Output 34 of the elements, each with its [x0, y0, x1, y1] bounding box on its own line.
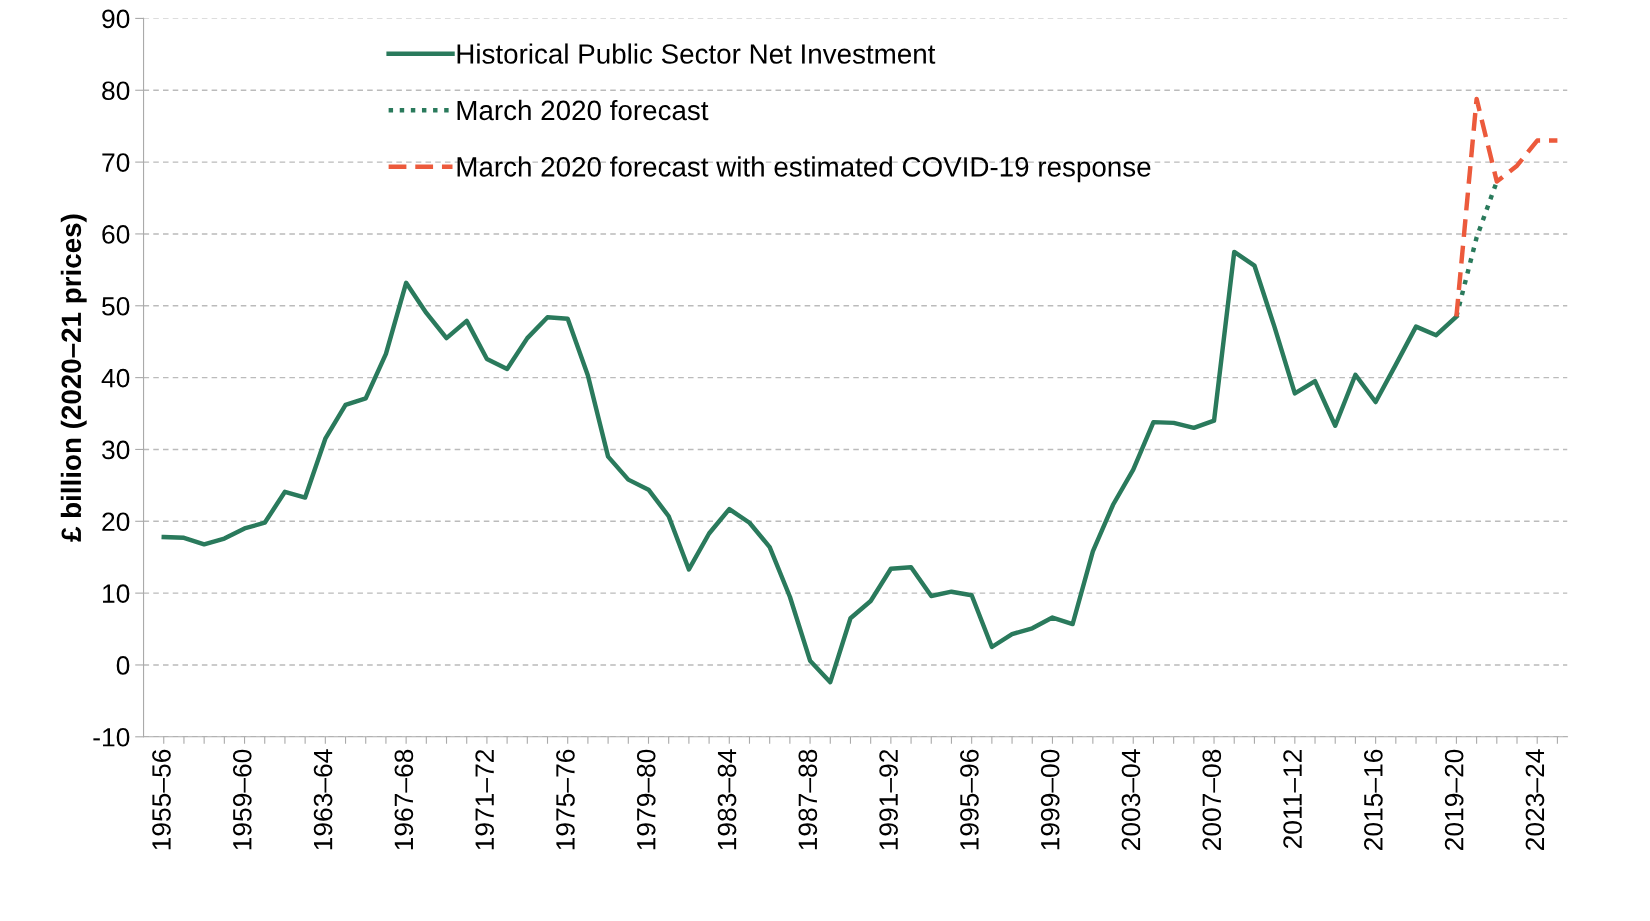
y-tick-label: 20: [102, 512, 130, 532]
y-tick-label: 10: [103, 584, 130, 603]
y-tick-label: 60: [102, 225, 130, 244]
y-axis-title: £ billion (2020–21 prices): [60, 214, 87, 542]
x-tick-label: 1967–68: [394, 749, 414, 850]
x-tick-label: 1995–96: [960, 749, 979, 850]
x-tick-label: 2007–08: [1202, 749, 1222, 850]
x-tick-label: 1955–56: [152, 749, 171, 850]
y-tick-label: 30: [102, 440, 130, 460]
x-tick-label: 1959–60: [232, 749, 252, 850]
line-series: [1454, 96, 1560, 319]
y-tick-label: 70: [102, 153, 130, 172]
x-tick-label: 1979–80: [636, 749, 656, 850]
x-tick-label: 1999–00: [1040, 749, 1060, 850]
y-tick-label: 90: [102, 9, 130, 29]
x-tick-label: 1975–76: [556, 749, 575, 850]
x-tick-label: 1991–92: [879, 749, 898, 850]
y-tick-label: 0: [116, 656, 130, 675]
legend-label: March 2020 forecast: [457, 99, 709, 121]
x-tick-label: 2015–16: [1364, 749, 1383, 850]
y-tick-label: 50: [102, 296, 130, 316]
y-tick-label: 80: [102, 81, 130, 101]
legend-label: March 2020 forecast with estimated COVID-19 response: [457, 156, 1151, 183]
x-tick-label: 1987–88: [798, 749, 818, 850]
y-tick-label: -10: [93, 727, 130, 747]
legend-label: Historical Public Sector Net Investment: [457, 43, 936, 64]
x-tick-label: 1963–64: [313, 749, 333, 850]
x-tick-label: 2023–24: [1525, 749, 1545, 850]
x-tick-label: 2003–04: [1121, 749, 1141, 850]
y-tick-label: 40: [101, 368, 130, 388]
x-tick-label: 2019–20: [1444, 749, 1464, 850]
x-tick-label: 1971–72: [475, 749, 494, 850]
x-tick-label: 1983–84: [717, 749, 737, 850]
x-tick-label: 2011–12: [1283, 749, 1302, 849]
